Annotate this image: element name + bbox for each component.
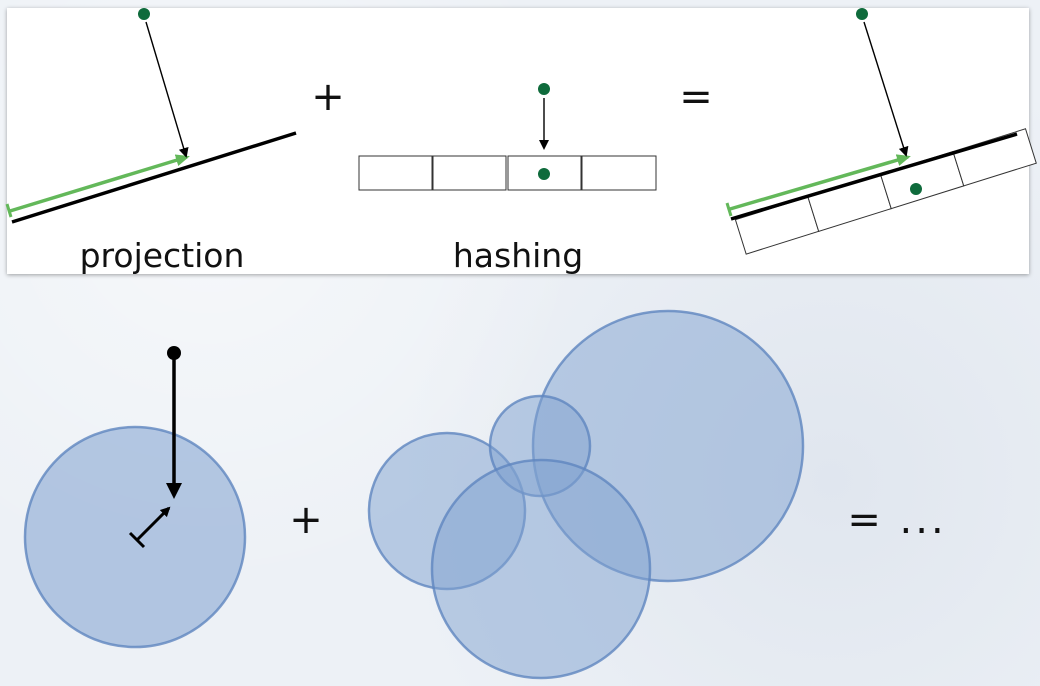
equals-operator-top: = <box>679 74 713 120</box>
circle-region <box>430 458 652 680</box>
projection-arrow <box>9 154 190 213</box>
radius-arrow <box>135 506 171 542</box>
projection-arrow <box>729 154 911 211</box>
combined-diagram <box>725 8 1037 255</box>
data-point <box>856 8 868 20</box>
projection-arrow-tail <box>5 203 13 218</box>
hash-bucket <box>358 155 433 191</box>
hash-bucket <box>432 155 507 191</box>
arrow-origin-dot <box>167 346 181 360</box>
projection-line <box>11 131 297 224</box>
data-point <box>538 83 550 95</box>
hashing-label: hashing <box>453 236 583 275</box>
top-panel <box>7 8 1029 274</box>
projection-arrow-tail <box>725 202 733 217</box>
projection-line <box>730 132 1018 221</box>
projection-label: projection <box>80 236 245 275</box>
hashing-diagram: hashing <box>358 83 657 275</box>
hash-bucket <box>952 128 1037 187</box>
plus-operator-bottom: + <box>289 497 323 543</box>
tilted-buckets <box>734 128 1037 255</box>
single-circle-diagram <box>23 346 247 649</box>
data-point <box>138 8 150 20</box>
hashed-point <box>538 168 550 180</box>
projection-drop-arrow <box>863 21 909 157</box>
multiple-circles-diagram <box>367 309 805 680</box>
plus-operator-top: + <box>311 74 345 120</box>
hashed-point <box>910 183 922 195</box>
radius-arrow-tail <box>128 531 146 549</box>
projection-diagram: projection <box>5 8 297 275</box>
hash-bucket <box>581 155 657 191</box>
result-ellipsis: = ... <box>847 497 946 543</box>
projection-drop-arrow <box>145 21 189 158</box>
